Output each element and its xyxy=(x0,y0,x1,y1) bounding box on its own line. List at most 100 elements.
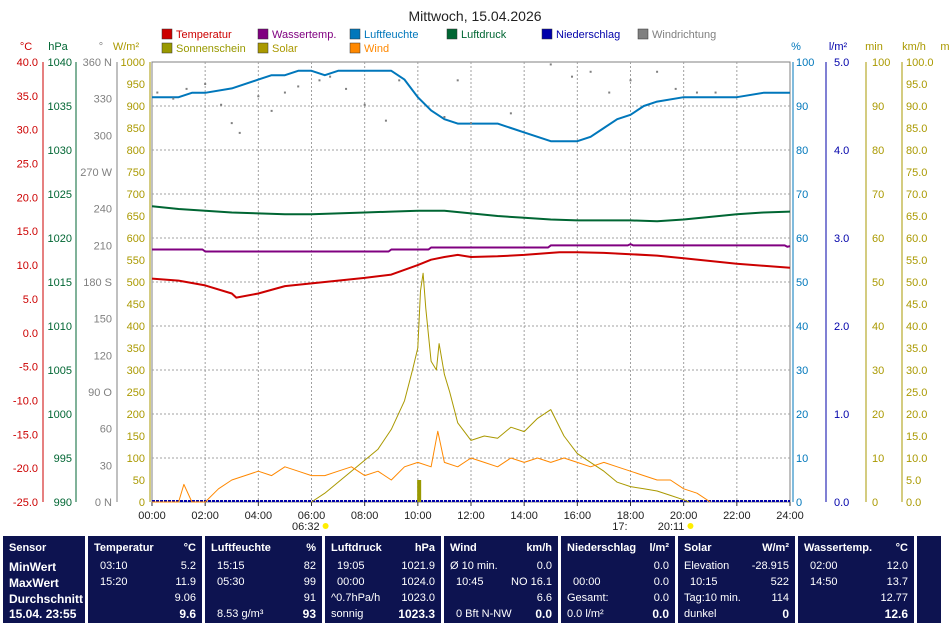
time-tick-label: 20:00 xyxy=(670,510,698,522)
humidity-axis-tick-label: 40 xyxy=(796,321,808,333)
windrichtung-point xyxy=(470,122,472,125)
legend-label: Luftfeuchte xyxy=(364,29,418,41)
windrichtung-point xyxy=(363,103,366,106)
axis-header: W/m² xyxy=(113,41,140,53)
winddir-axis-tick-label: 360 N xyxy=(83,57,112,69)
rain-current-rate: 0.0 l/m² xyxy=(567,608,604,620)
time-tick-label: 02:00 xyxy=(191,510,219,522)
temp-avg: 9.06 xyxy=(174,592,196,604)
sun-markers: 06:32 17: 20:11 xyxy=(292,521,694,533)
series-luftfeuchte xyxy=(152,69,790,143)
windrichtung-point xyxy=(230,122,233,125)
humidity-min: 82 xyxy=(303,560,316,572)
winddir-axis-tick-label: 300 xyxy=(94,130,112,142)
solar-day: 114 xyxy=(771,592,789,604)
windrichtung-point xyxy=(297,85,300,88)
row-label-max: MaxWert xyxy=(9,576,59,590)
temp-current: 9.6 xyxy=(179,607,196,621)
series-solar xyxy=(311,272,690,503)
series-sonnenschein-bar xyxy=(417,480,422,502)
humidity-min-time: 15:15 xyxy=(217,560,245,572)
data-series xyxy=(151,63,791,503)
pressure-axis-tick-label: 1005 xyxy=(48,365,72,377)
windrichtung-point xyxy=(714,91,717,94)
summary-panel: Sensor MinWert MaxWert Durchschnitt 15.0… xyxy=(0,533,950,625)
temp-max-time: 15:20 xyxy=(100,576,128,588)
rain-axis-tick-label: 3.0 xyxy=(834,233,849,245)
water-max-time: 14:50 xyxy=(810,576,838,588)
windrichtung-point xyxy=(318,79,321,82)
time-tick-label: 00:00 xyxy=(138,510,166,522)
sunmin-axis-tick-label: 50 xyxy=(872,277,884,289)
axis-header: °C xyxy=(20,41,32,53)
sunmin-axis-tick-label: 30 xyxy=(872,365,884,377)
wind-avg-value: 0.0 xyxy=(536,560,552,572)
axis-header: % xyxy=(791,41,801,53)
solar-axis-tick-label: 400 xyxy=(127,321,145,333)
solar-axis-tick-label: 250 xyxy=(127,387,145,399)
sunset-time: 20:11 xyxy=(658,521,685,533)
pressure-max-time: 00:00 xyxy=(337,576,365,588)
solar-axis-tick-label: 50 xyxy=(133,475,145,487)
rain-axis-tick-label: 5.0 xyxy=(834,57,849,69)
windspeed-axis-tick-label: 95.0 xyxy=(906,79,927,91)
row-label-min: MinWert xyxy=(9,560,57,574)
axis-header: l/m² xyxy=(829,41,848,53)
legend-label: Wind xyxy=(364,43,389,55)
windrichtung-point xyxy=(384,119,387,122)
pressure-axis-tick-label: 1010 xyxy=(48,321,72,333)
humidity-max-time: 05:30 xyxy=(217,576,245,588)
pressure-axis-tick-label: 1025 xyxy=(48,189,72,201)
rain-axis-tick-label: 4.0 xyxy=(834,145,849,157)
solar-axis-tick-label: 850 xyxy=(127,123,145,135)
winddir-axis-tick-label: 60 xyxy=(100,424,112,436)
pressure-min: 1021.9 xyxy=(401,560,435,572)
solar-axis-tick-label: 900 xyxy=(127,101,145,113)
row-label-current: 15.04. 23:55 xyxy=(9,607,77,621)
pressure-axis-tick-label: 1000 xyxy=(48,409,72,421)
windspeed-axis-tick-label: 30.0 xyxy=(906,365,927,377)
humidity-avg: 91 xyxy=(303,592,316,604)
solar-axis-tick-label: 950 xyxy=(127,79,145,91)
time-tick-label: 06:00 xyxy=(298,510,326,522)
sunrise-icon xyxy=(322,523,329,529)
series-wind xyxy=(152,430,711,503)
windrichtung-point xyxy=(270,109,273,112)
winddir-axis-tick-label: 0 N xyxy=(95,497,112,509)
windrichtung-point xyxy=(329,75,332,78)
windrichtung-point xyxy=(238,131,241,134)
axes: 40.0 35.0 30.0 25.0 20.0 15.0 10.0 5.0 0.0 -5.0 -1… xyxy=(13,57,934,522)
panel-water: Wassertemp. °C 02:00 12.0 14:50 13.7 12.… xyxy=(798,536,914,623)
time-tick-label: 10:00 xyxy=(404,510,432,522)
legend-label: Solar xyxy=(272,43,298,55)
sunrise-time: 06:32 xyxy=(292,521,320,533)
panel-water-title: Wassertemp. xyxy=(804,542,873,554)
solar-axis-tick-label: 700 xyxy=(127,189,145,201)
axis-header: min xyxy=(865,41,883,53)
panel-rain: Niederschlag l/m² 0.0 00:00 0.0 Gesamt: … xyxy=(561,536,675,623)
windspeed-axis-tick-label: 45.0 xyxy=(906,299,927,311)
series-luftdruck xyxy=(151,205,791,223)
windrichtung-point xyxy=(629,79,632,82)
rain-axis-tick-label: 0.0 xyxy=(834,497,849,509)
windrichtung-point xyxy=(589,70,592,73)
humidity-current: 93 xyxy=(302,607,316,621)
windspeed-axis-tick-label: 0.0 xyxy=(906,497,921,509)
water-avg: 12.77 xyxy=(880,592,908,604)
pressure-avg: 1023.0 xyxy=(401,592,435,604)
time-tick-label: 22:00 xyxy=(723,510,751,522)
legend-label: Niederschlag xyxy=(556,29,620,41)
solar-axis-tick-label: 200 xyxy=(127,409,145,421)
legend-swatch xyxy=(541,28,553,40)
winddir-axis-tick-label: 90 O xyxy=(88,387,112,399)
wind-beaufort: 0 Bft N-NW xyxy=(456,608,512,620)
windrichtung-point xyxy=(656,70,659,73)
legend-swatch xyxy=(257,28,269,40)
solar-axis-tick-label: 600 xyxy=(127,233,145,245)
temperature-axis-tick-label: -5.0 xyxy=(19,362,38,374)
water-current: 12.6 xyxy=(884,607,908,621)
humidity-axis-tick-label: 20 xyxy=(796,409,808,421)
wind-gust-time: 10:45 xyxy=(456,576,484,588)
sunmin-axis-tick-label: 70 xyxy=(872,189,884,201)
windspeed-axis-tick-label: 55.0 xyxy=(906,255,927,267)
